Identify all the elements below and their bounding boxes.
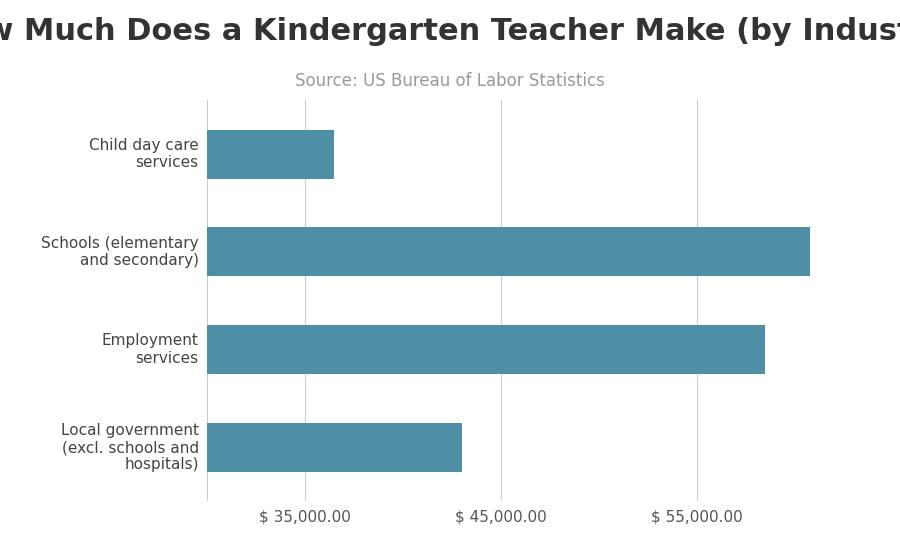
Bar	[0, 423, 462, 472]
Bar	[0, 325, 765, 374]
Text: How Much Does a Kindergarten Teacher Make (by Industry): How Much Does a Kindergarten Teacher Mak…	[0, 17, 900, 46]
Bar	[0, 130, 334, 178]
Text: Source: US Bureau of Labor Statistics: Source: US Bureau of Labor Statistics	[295, 72, 605, 90]
Bar	[0, 227, 810, 276]
